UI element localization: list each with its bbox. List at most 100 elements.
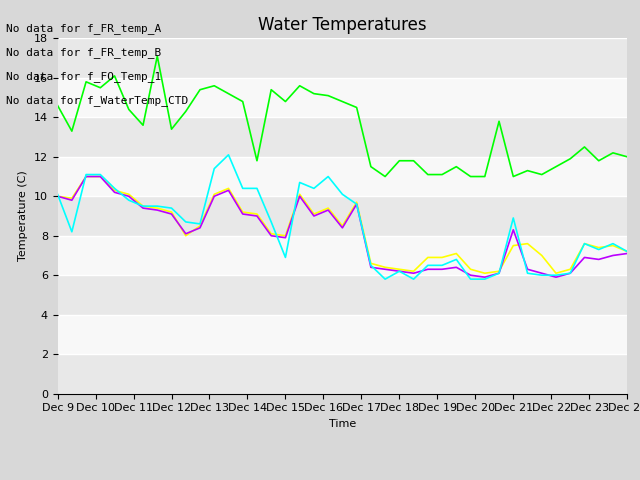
MDTemp_A xyxy=(509,215,517,221)
FR_temp_C xyxy=(410,158,417,164)
Bar xyxy=(58,196,627,236)
Line: FR_temp_C: FR_temp_C xyxy=(58,56,627,177)
CondTemp xyxy=(595,256,603,262)
MDTemp_A xyxy=(82,172,90,178)
FR_temp_C xyxy=(125,107,132,112)
WaterT xyxy=(97,174,104,180)
Text: No data for f_FR_temp_B: No data for f_FR_temp_B xyxy=(6,47,162,58)
CondTemp xyxy=(580,254,588,260)
WaterT xyxy=(410,268,417,274)
X-axis label: Time: Time xyxy=(329,419,356,429)
Text: No data for f_WaterTemp_CTD: No data for f_WaterTemp_CTD xyxy=(6,95,189,106)
MDTemp_A xyxy=(396,268,403,274)
CondTemp xyxy=(282,235,289,240)
MDTemp_A xyxy=(538,272,545,278)
CondTemp xyxy=(211,193,218,199)
Bar xyxy=(58,78,627,117)
MDTemp_A xyxy=(580,241,588,247)
MDTemp_A xyxy=(339,192,346,197)
WaterT xyxy=(182,233,189,239)
Bar xyxy=(58,117,627,157)
CondTemp xyxy=(509,227,517,233)
MDTemp_A xyxy=(367,263,375,268)
WaterT xyxy=(580,241,588,247)
FR_temp_C xyxy=(580,144,588,150)
Bar xyxy=(58,315,627,354)
WaterT xyxy=(268,231,275,237)
FR_temp_C xyxy=(268,87,275,93)
FR_temp_C xyxy=(566,156,574,162)
WaterT xyxy=(140,203,147,209)
WaterT xyxy=(438,254,446,260)
Text: No data for f_FR_temp_A: No data for f_FR_temp_A xyxy=(6,23,162,34)
MDTemp_A xyxy=(196,221,204,227)
FR_temp_C xyxy=(182,108,189,114)
WaterT xyxy=(396,266,403,272)
CondTemp xyxy=(125,193,132,199)
CondTemp xyxy=(140,205,147,211)
FR_temp_C xyxy=(82,79,90,84)
Title: Water Temperatures: Water Temperatures xyxy=(258,16,427,34)
CondTemp xyxy=(438,266,446,272)
WaterT xyxy=(54,193,61,199)
FR_temp_C xyxy=(239,99,246,105)
CondTemp xyxy=(111,190,118,195)
Text: No data for f_FO_Temp_1: No data for f_FO_Temp_1 xyxy=(6,71,162,82)
FR_temp_C xyxy=(438,172,446,178)
CondTemp xyxy=(182,231,189,237)
MDTemp_A xyxy=(253,185,261,191)
WaterT xyxy=(367,261,375,266)
CondTemp xyxy=(296,193,303,199)
MDTemp_A xyxy=(168,205,175,211)
WaterT xyxy=(253,211,261,217)
WaterT xyxy=(82,174,90,180)
CondTemp xyxy=(353,201,360,207)
FR_temp_C xyxy=(296,83,303,89)
CondTemp xyxy=(552,274,560,280)
MDTemp_A xyxy=(438,263,446,268)
WaterT xyxy=(566,266,574,272)
WaterT xyxy=(239,209,246,215)
WaterT xyxy=(609,243,617,249)
FR_temp_C xyxy=(595,158,603,164)
WaterT xyxy=(509,243,517,249)
MDTemp_A xyxy=(125,197,132,203)
CondTemp xyxy=(467,272,474,278)
FR_temp_C xyxy=(524,168,531,173)
WaterT xyxy=(68,195,76,201)
CondTemp xyxy=(82,174,90,180)
CondTemp xyxy=(524,266,531,272)
CondTemp xyxy=(168,211,175,217)
WaterT xyxy=(595,245,603,251)
WaterT xyxy=(495,268,503,274)
FR_temp_C xyxy=(552,164,560,169)
CondTemp xyxy=(566,270,574,276)
MDTemp_A xyxy=(111,185,118,191)
WaterT xyxy=(125,192,132,197)
CondTemp xyxy=(381,266,389,272)
Bar xyxy=(58,38,627,78)
WaterT xyxy=(623,249,631,254)
Legend: FR_temp_C, WaterT, CondTemp, MDTemp_A: FR_temp_C, WaterT, CondTemp, MDTemp_A xyxy=(129,477,556,480)
MDTemp_A xyxy=(54,192,61,197)
FR_temp_C xyxy=(196,87,204,93)
CondTemp xyxy=(339,225,346,231)
WaterT xyxy=(353,199,360,205)
Y-axis label: Temperature (C): Temperature (C) xyxy=(18,170,28,262)
MDTemp_A xyxy=(595,247,603,252)
MDTemp_A xyxy=(623,249,631,254)
MDTemp_A xyxy=(68,229,76,235)
FR_temp_C xyxy=(609,150,617,156)
MDTemp_A xyxy=(239,185,246,191)
MDTemp_A xyxy=(495,270,503,276)
CondTemp xyxy=(310,213,317,219)
FR_temp_C xyxy=(396,158,403,164)
FR_temp_C xyxy=(509,174,517,180)
MDTemp_A xyxy=(424,263,432,268)
FR_temp_C xyxy=(495,119,503,124)
WaterT xyxy=(225,185,232,191)
MDTemp_A xyxy=(552,272,560,278)
WaterT xyxy=(168,209,175,215)
FR_temp_C xyxy=(467,174,474,180)
MDTemp_A xyxy=(225,152,232,158)
